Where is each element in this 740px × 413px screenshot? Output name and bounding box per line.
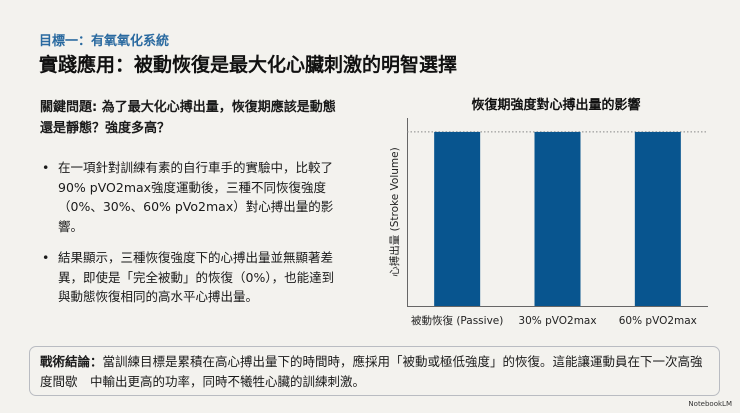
- bar: [434, 132, 480, 306]
- y-axis-label: 心搏出量 (Stroke Volume): [388, 147, 401, 276]
- conclusion-label: 戰術結論：: [40, 354, 103, 369]
- bar: [535, 132, 581, 306]
- conclusion-box: 戰術結論：當訓練目標是累積在高心搏出量下的時間時，應採用「被動或極低強度」的恢復…: [29, 346, 720, 396]
- bar: [635, 132, 681, 306]
- chart-title: 恢復期強度對心搏出量的影響: [471, 97, 640, 113]
- x-tick-label: 60% pVO2max: [619, 315, 697, 327]
- conclusion-text: 當訓練目標是累積在高心搏出量下的時間時，應採用「被動或極低強度」的恢復。這能讓運…: [40, 354, 703, 389]
- notebooklm-brand: NotebookLM: [688, 400, 732, 408]
- x-tick-label: 30% pVO2max: [518, 315, 596, 327]
- x-tick-label: 被動恢復 (Passive): [411, 314, 503, 327]
